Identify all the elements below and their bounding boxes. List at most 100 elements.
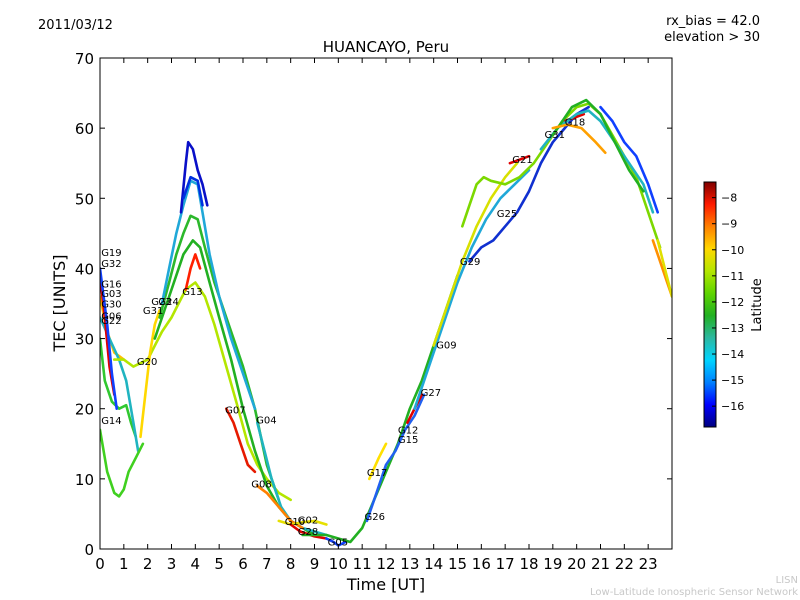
x-axis: 0 1 2 3 4 5 6 7 8 9 10 11 12 13 14 15 16 17 18 19 20 21 22 23 <box>95 58 658 573</box>
sat-label-g25: G25 <box>497 209 517 220</box>
x-axis-label: Time [UT] <box>346 575 425 594</box>
series-g17-yellow <box>367 442 388 481</box>
x-tick-label: 14 <box>424 555 443 573</box>
rx-bias-label: rx_bias = 42.0 <box>666 14 760 29</box>
sat-label-g04: G04 <box>256 415 276 426</box>
x-tick-label: 2 <box>143 555 153 573</box>
series-rise-yellow <box>139 309 161 439</box>
series-peak-blue <box>179 140 209 214</box>
sat-label-g10: G10 <box>285 517 305 528</box>
colorbar-tick-label: −13 <box>721 322 744 335</box>
colorbar-gradient <box>703 181 717 428</box>
series-early-blue <box>100 267 118 411</box>
series-g07-red <box>225 407 257 474</box>
colorbar-tick-label: −8 <box>721 192 737 205</box>
y-tick-label: 40 <box>75 260 94 278</box>
sat-label-g20: G20 <box>137 357 157 368</box>
series-late-orange <box>551 123 607 154</box>
sat-label-g17: G17 <box>367 468 387 479</box>
date-label: 2011/03/12 <box>38 18 113 33</box>
series-g24-green <box>158 214 281 502</box>
sat-label-g02: G02 <box>298 516 318 527</box>
sat-label-g13: G13 <box>182 287 202 298</box>
x-tick-label: 23 <box>639 555 658 573</box>
colorbar-tick-label: −11 <box>721 270 744 283</box>
x-tick-label: 18 <box>519 555 538 573</box>
colorbar-tick-label: −14 <box>721 348 744 361</box>
x-tick-label: 22 <box>615 555 634 573</box>
sat-label-g05: G05 <box>328 538 348 549</box>
sat-label-g21: G21 <box>512 155 532 166</box>
series-peak-blue2 <box>182 175 204 207</box>
x-tick-label: 10 <box>329 555 348 573</box>
sat-label-g23: G23 <box>151 297 171 308</box>
elevation-label: elevation > 30 <box>664 30 760 45</box>
x-tick-label: 20 <box>567 555 586 573</box>
sat-label-g14: G14 <box>101 416 121 427</box>
series-late-blue <box>599 105 660 214</box>
sat-label-g16: G16 <box>101 279 121 290</box>
credit-short: LISN <box>775 575 798 586</box>
y-axis-label: TEC [UNITS] <box>50 255 69 353</box>
x-tick-label: 16 <box>472 555 491 573</box>
y-tick-label: 10 <box>75 471 94 489</box>
series-g21-red <box>508 154 531 165</box>
x-tick-label: 5 <box>214 555 224 573</box>
x-tick-label: 7 <box>262 555 272 573</box>
x-tick-label: 11 <box>353 555 372 573</box>
colorbar-ticks: −8 −9 −10 −11 −12 −13 −14 −15 −16 <box>712 192 744 413</box>
series-layer <box>100 98 672 547</box>
y-tick-label: 30 <box>75 331 94 349</box>
sat-label-g12: G12 <box>398 425 418 436</box>
sat-label-g07: G07 <box>225 406 245 417</box>
series-rise-yellow2 <box>432 161 519 347</box>
series-rise-cyan <box>413 168 531 411</box>
colorbar-tick-label: −9 <box>721 218 737 231</box>
sat-label-g24: G24 <box>158 297 178 308</box>
colorbar: −8 −9 −10 −11 −12 −13 −14 −15 −16 Latitude <box>703 181 765 428</box>
credit-long: Low-Latitude Ionospheric Sensor Network <box>590 587 798 598</box>
colorbar-tick-label: −12 <box>721 296 744 309</box>
y-tick-label: 60 <box>75 120 94 138</box>
y-tick-label: 50 <box>75 190 94 208</box>
x-tick-label: 9 <box>310 555 320 573</box>
series-g13-red <box>184 253 202 291</box>
sat-label-g09: G09 <box>436 340 456 351</box>
x-tick-label: 15 <box>448 555 467 573</box>
sat-label-g15: G15 <box>398 435 418 446</box>
satellite-labels: G19G32G16G03G30G06G22G20G14G31G23G24G13G… <box>101 117 585 548</box>
x-tick-label: 1 <box>119 555 129 573</box>
x-tick-label: 6 <box>238 555 248 573</box>
sat-label-g06: G06 <box>101 312 121 323</box>
series-valley-green <box>301 274 459 544</box>
series-early-green <box>100 337 138 439</box>
sat-label-g26: G26 <box>365 512 385 523</box>
sat-label-g08: G08 <box>251 479 271 490</box>
y-tick-label: 70 <box>75 50 94 68</box>
series-g14 <box>100 428 145 498</box>
x-tick-label: 21 <box>591 555 610 573</box>
sat-label-g31: G31 <box>545 130 565 141</box>
series-g26-blue <box>365 393 426 523</box>
series-late-green <box>551 98 645 193</box>
sat-label-g31: G31 <box>143 306 163 317</box>
series-g28-yellow <box>277 519 328 526</box>
x-tick-label: 12 <box>376 555 395 573</box>
series-g20 <box>113 281 293 502</box>
series-late-cyan <box>539 109 655 214</box>
series-tail-yellow <box>656 239 672 298</box>
chart-title: HUANCAYO, Peru <box>322 38 450 56</box>
sat-label-g32: G32 <box>101 259 121 270</box>
series-g05-blue <box>325 537 347 547</box>
x-tick-label: 4 <box>191 555 201 573</box>
x-tick-label: 17 <box>496 555 515 573</box>
series-g32-green <box>153 239 316 537</box>
sat-label-g22: G22 <box>101 316 121 327</box>
sat-label-g27: G27 <box>421 388 441 399</box>
series-peak-cyan <box>160 179 257 411</box>
sat-label-g19: G19 <box>101 248 121 259</box>
x-tick-label: 13 <box>400 555 419 573</box>
y-tick-label: 0 <box>84 541 94 559</box>
y-tick-label: 20 <box>75 401 94 419</box>
credit: LISN Low-Latitude Ionospheric Sensor Net… <box>590 575 798 599</box>
